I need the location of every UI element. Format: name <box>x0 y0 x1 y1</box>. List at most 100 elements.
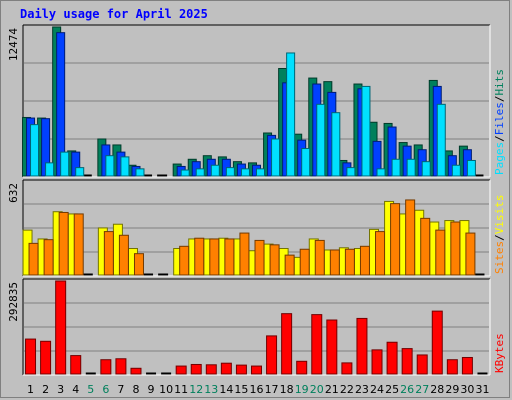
bar-kbytes <box>341 362 353 375</box>
legend-entry-sites: Sites <box>493 241 506 274</box>
x-tick-label: 6 <box>102 383 109 396</box>
bar-pages <box>195 168 205 177</box>
bar-kbytes <box>70 355 82 375</box>
bar-kbytes <box>371 349 383 375</box>
bar-pages <box>286 52 296 177</box>
bar-kbytes <box>446 359 458 375</box>
bar-pages <box>256 168 265 177</box>
bar-sites <box>344 248 355 276</box>
scale-label: 632 <box>7 183 20 203</box>
bar-kbytes <box>326 319 338 375</box>
bar-pages <box>180 169 190 177</box>
bar-kbytes <box>431 310 443 375</box>
bar-sites <box>284 254 295 276</box>
bar-sites <box>375 231 386 276</box>
bar-sites <box>435 229 446 276</box>
bar-sites <box>359 245 370 276</box>
x-tick-label: 16 <box>250 383 264 396</box>
x-tick-label: 5 <box>87 383 94 396</box>
x-tick-label: 10 <box>159 383 173 396</box>
x-tick-label: 4 <box>72 383 79 396</box>
bar-sites <box>405 199 416 276</box>
bar-sites <box>420 217 431 276</box>
bar-sites <box>299 248 310 276</box>
x-tick-label: 8 <box>132 383 139 396</box>
x-tick-label: 31 <box>475 383 489 396</box>
bar-kbytes <box>356 317 368 375</box>
legend-separator: / <box>493 234 506 241</box>
bar-sites <box>118 234 129 276</box>
bar-kbytes <box>416 354 428 375</box>
bar-sites <box>103 231 114 276</box>
legend-separator: / <box>493 135 506 142</box>
x-tick-label: 23 <box>355 383 369 396</box>
bar-pages <box>105 155 115 177</box>
bar-pages <box>30 124 40 177</box>
bar-sites <box>390 203 401 276</box>
x-tick-label: 1 <box>27 383 34 396</box>
bar-kbytes <box>296 360 308 375</box>
bar-kbytes <box>175 365 187 375</box>
bar-pages <box>451 164 461 177</box>
bar-pages <box>135 168 145 177</box>
x-tick-label: 20 <box>310 383 324 396</box>
bar-sites <box>224 238 235 276</box>
x-tick-label: 7 <box>117 383 124 396</box>
bar-sites <box>43 239 54 276</box>
bar-pages <box>331 112 341 177</box>
x-tick-label: 28 <box>430 383 444 396</box>
bar-kbytes <box>461 356 473 375</box>
bar-kbytes <box>55 280 67 375</box>
legend: Sites/Visits <box>493 195 506 275</box>
legend: KBytes <box>493 333 506 373</box>
bar-kbytes <box>281 313 293 375</box>
bar-sites <box>133 253 144 276</box>
scale-label: 12474 <box>7 28 20 61</box>
legend-entry-files: Files <box>493 102 506 135</box>
bar-sites <box>450 221 461 276</box>
x-tick-label: 21 <box>325 383 339 396</box>
bar-pages <box>210 164 220 177</box>
bar-pages <box>45 162 55 177</box>
scale-label: 292835 <box>7 282 20 322</box>
x-tick-label: 24 <box>370 383 384 396</box>
bar-kbytes <box>401 348 413 375</box>
bar-sites <box>28 242 39 276</box>
bar-pages <box>361 85 371 177</box>
x-tick-label: 12 <box>189 383 203 396</box>
bar-pages <box>346 167 356 177</box>
bar-sites <box>209 238 220 276</box>
bar-pages <box>120 156 130 177</box>
x-tick-label: 14 <box>219 383 233 396</box>
bar-sites <box>179 245 190 276</box>
legend-entry-pages: Pages <box>493 142 506 175</box>
x-tick-label: 27 <box>415 383 429 396</box>
bar-sites <box>329 249 340 276</box>
x-tick-label: 22 <box>340 383 354 396</box>
bar-pages <box>391 158 401 177</box>
bar-kbytes <box>130 367 142 375</box>
legend-entry-hits: Hits <box>493 69 506 96</box>
bar-kbytes <box>190 363 202 375</box>
x-tick-label: 17 <box>265 383 279 396</box>
chart-title: Daily usage for April 2025 <box>20 7 208 21</box>
bar-pages <box>225 167 235 177</box>
x-tick-label: 3 <box>57 383 64 396</box>
bar-pages <box>466 159 476 177</box>
x-tick-label: 18 <box>280 383 294 396</box>
bar-kbytes <box>220 362 232 375</box>
x-tick-label: 15 <box>234 383 248 396</box>
bar-pages <box>60 151 70 177</box>
bar-kbytes <box>40 340 52 375</box>
bar-pages <box>271 138 281 177</box>
bar-pages <box>316 103 326 177</box>
x-tick-label: 25 <box>385 383 399 396</box>
x-tick-label: 19 <box>295 383 309 396</box>
legend-entry-visits: Visits <box>493 195 506 235</box>
x-tick-label: 11 <box>174 383 188 396</box>
x-tick-label: 13 <box>204 383 218 396</box>
bar-kbytes <box>115 358 127 375</box>
bar-kbytes <box>205 364 217 375</box>
bar-sites <box>314 239 325 276</box>
